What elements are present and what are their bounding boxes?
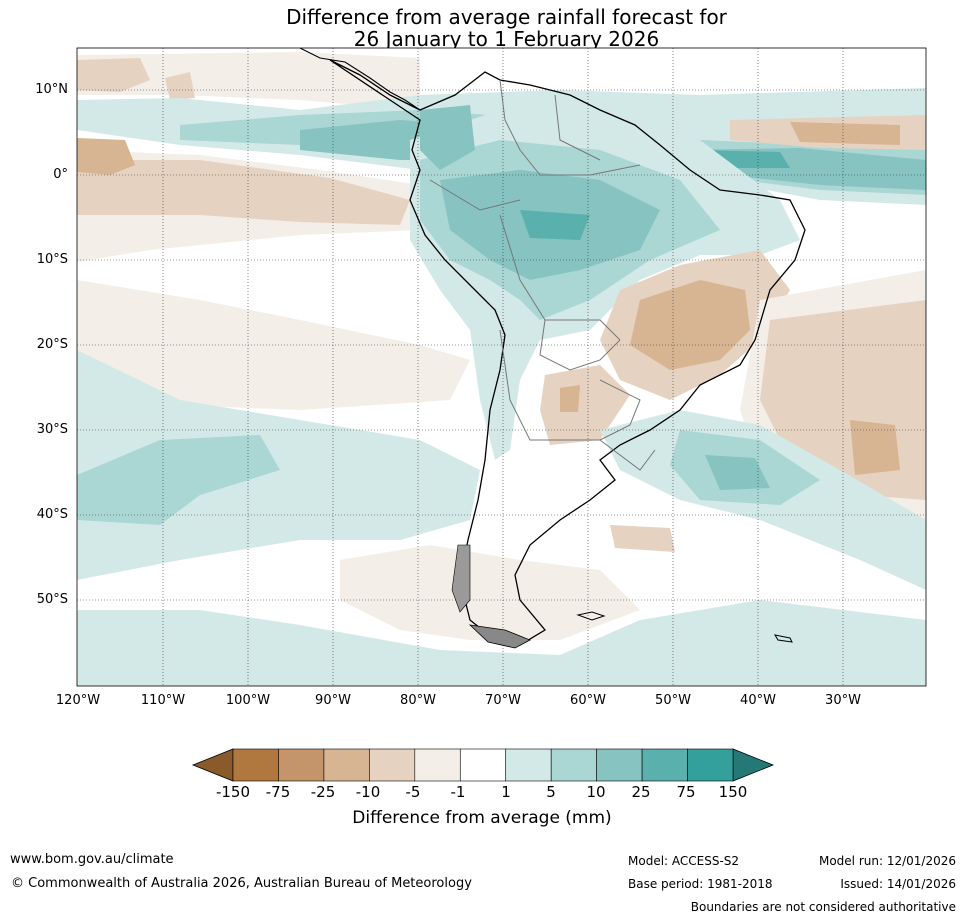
- contour-wet-amazon-core: [520, 210, 590, 240]
- central-america-coastline: [299, 48, 421, 111]
- colorbar-tick: -1: [450, 783, 466, 801]
- lon-label-80w: 80°W: [400, 693, 436, 708]
- lon-label-110w: 110°W: [140, 693, 186, 708]
- lat-label-40s: 40°S: [36, 507, 68, 522]
- contour-wet-south-atlantic-strong: [705, 455, 770, 490]
- contour-wet-southern-ocean: [77, 600, 926, 686]
- base-period-text: Base period: 1981-2018: [628, 877, 773, 891]
- contour-dry-southeast-pacific: [77, 280, 470, 410]
- model-text: Model: ACCESS-S2: [628, 854, 740, 868]
- contour-dry-paraguay-core: [560, 385, 580, 412]
- contour-dry-southern-patagonia: [610, 525, 675, 552]
- map-field: [77, 48, 926, 686]
- lat-label-0: 0°: [53, 167, 68, 182]
- contour-dry-paraguay: [540, 365, 630, 445]
- colorbar-box: [414, 748, 461, 782]
- colorbar-tick: -5: [405, 783, 421, 801]
- colorbar-tick: 75: [676, 783, 696, 801]
- lon-label-50w: 50°W: [655, 693, 691, 708]
- colorbar-box: [550, 748, 597, 782]
- contour-dry-equatorial-core: [77, 138, 135, 175]
- lat-label-10s: 10°S: [36, 252, 68, 267]
- colorbar-title: Difference from average (mm): [352, 808, 612, 828]
- map-frame: [76, 47, 927, 687]
- lon-label-60w: 60°W: [570, 693, 606, 708]
- model-run-text: Model run: 12/01/2026: [818, 854, 956, 868]
- colorbar-box: [369, 748, 416, 782]
- lon-label-70w: 70°W: [485, 693, 521, 708]
- colorbar-box: [459, 748, 507, 782]
- colorbar-box: [323, 748, 370, 782]
- colorbar-box: [505, 748, 552, 782]
- contour-wet-southeast-pacific-light: [77, 350, 480, 580]
- gridlines: [77, 48, 926, 686]
- falkland-islands: [576, 611, 606, 621]
- lon-label-100w: 100°W: [225, 693, 271, 708]
- disclaimer-text: Boundaries are not considered authoritat…: [690, 900, 956, 914]
- colorbar-box: [232, 748, 279, 782]
- colorbar-box: [596, 748, 643, 782]
- colorbar-tick: -10: [355, 783, 381, 801]
- colorbar-tick: 5: [546, 783, 556, 801]
- colorbar-tick: 150: [718, 783, 748, 801]
- lat-label-10n: 10°N: [35, 82, 68, 97]
- contour-wet-andes-north: [420, 105, 475, 170]
- colorbar-boxes: [232, 748, 734, 782]
- lon-label-40w: 40°W: [740, 693, 776, 708]
- colorbar-tick: -150: [215, 783, 251, 801]
- lon-label-120w: 120°W: [55, 693, 101, 708]
- issued-text: Issued: 14/01/2026: [840, 877, 956, 891]
- colorbar-tick: -25: [310, 783, 336, 801]
- contour-wet-southeast-pacific-medium: [77, 435, 280, 525]
- colorbar-tick: 1: [501, 783, 511, 801]
- contour-dry-atlantic-core: [790, 122, 900, 145]
- lon-label-90w: 90°W: [315, 693, 351, 708]
- lat-label-30s: 30°S: [36, 422, 68, 437]
- website-link[interactable]: www.bom.gov.au/climate: [10, 852, 174, 867]
- colorbar-box: [278, 748, 325, 782]
- contour-dry-patagonia: [340, 545, 640, 640]
- contour-moderate-dry-equatorial: [77, 160, 410, 225]
- colorbar-extend-low: [191, 748, 234, 782]
- chart-title-line-1: Difference from average rainfall forecas…: [286, 5, 727, 29]
- colorbar: [191, 748, 775, 782]
- contour-dry-10n-east: [165, 72, 195, 100]
- copyright-text: © Commonwealth of Australia 2026, Austra…: [11, 876, 472, 891]
- colorbar-tick: -75: [265, 783, 291, 801]
- south-georgia: [773, 634, 793, 643]
- contour-dry-south-atlantic-core: [850, 420, 900, 475]
- chart-title-line-2: 26 January to 1 February 2026: [353, 27, 660, 51]
- lat-label-20s: 20°S: [36, 337, 68, 352]
- south-america-coastline: [329, 59, 806, 646]
- national-boundaries: [429, 79, 656, 471]
- colorbar-tick: 25: [631, 783, 651, 801]
- colorbar-box: [687, 748, 734, 782]
- lat-label-50s: 50°S: [36, 592, 68, 607]
- contour-moderate-dry-10n: [77, 58, 150, 92]
- contour-dry-brazil-core: [630, 280, 750, 370]
- chile-fjords: [451, 544, 471, 613]
- colorbar-box: [641, 748, 688, 782]
- colorbar-extend-high: [732, 748, 775, 782]
- tierra-del-fuego: [468, 624, 531, 649]
- colorbar-tick: 10: [586, 783, 606, 801]
- lon-label-30w: 30°W: [825, 693, 861, 708]
